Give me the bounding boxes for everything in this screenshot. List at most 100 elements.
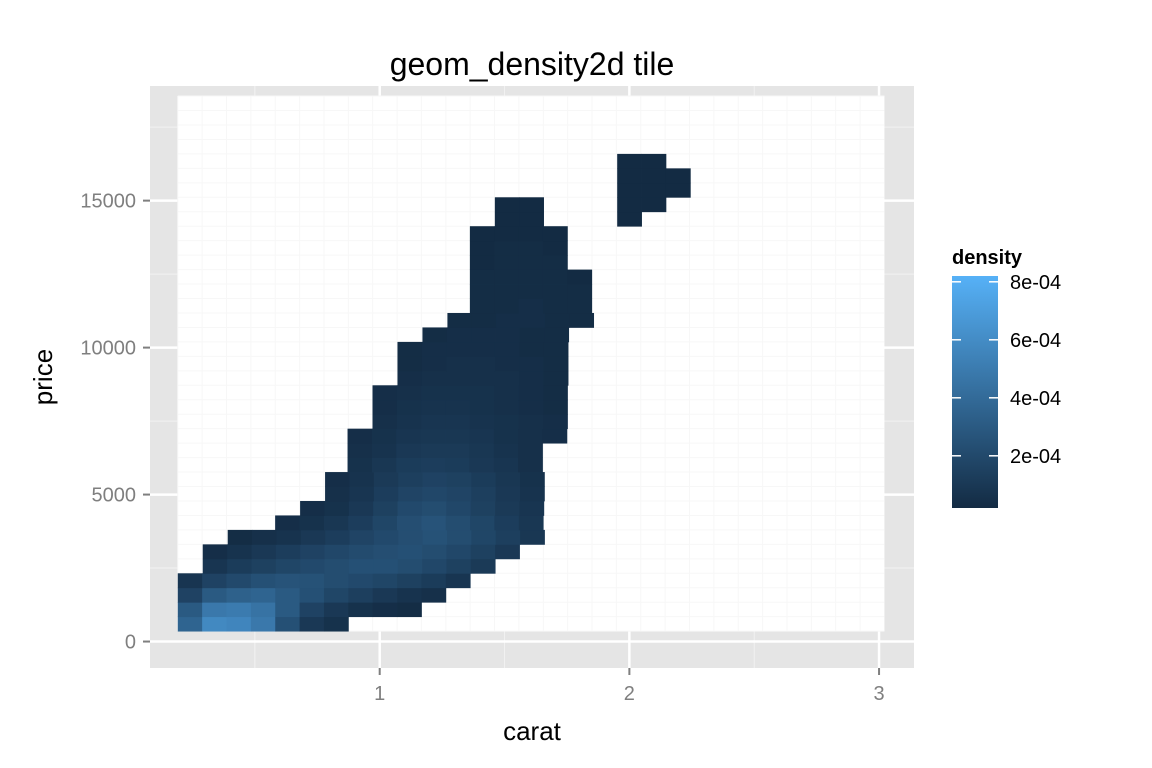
density-tile [421, 515, 447, 531]
density-tile [275, 558, 301, 574]
density-tile [519, 327, 545, 343]
density-tile [518, 428, 543, 444]
density-tile [422, 544, 447, 560]
density-tile [445, 428, 470, 444]
x-axis-title: carat [503, 716, 562, 746]
density-tile [446, 341, 471, 357]
density-tile [323, 515, 349, 531]
density-tile [542, 269, 568, 285]
density-tile [397, 573, 422, 589]
density-tile [493, 443, 519, 458]
density-tile [396, 414, 422, 430]
density-tile [325, 472, 350, 487]
density-tile [518, 298, 544, 314]
density-tile [447, 529, 472, 545]
density-tile [519, 197, 544, 213]
density-tile [520, 529, 545, 545]
density-tile [396, 399, 422, 415]
density-tile [250, 602, 276, 618]
density-tile [520, 312, 546, 328]
density-tile [471, 529, 497, 545]
density-tile [567, 298, 593, 314]
density-tile [202, 602, 227, 618]
density-tile [372, 385, 398, 401]
density-tile [569, 312, 595, 328]
density-tile [397, 544, 423, 560]
density-tile [469, 385, 495, 401]
density-tile [519, 370, 545, 386]
density-tile [325, 486, 350, 502]
density-tile [421, 414, 447, 430]
density-tile [471, 486, 497, 502]
density-tile [617, 197, 642, 213]
density-tile [422, 486, 448, 502]
density-tile [471, 472, 497, 487]
density-tile [421, 573, 447, 589]
density-tile [445, 443, 470, 458]
density-tile [373, 472, 399, 487]
density-tile [641, 182, 667, 198]
density-tile [250, 587, 276, 603]
density-tile [542, 255, 568, 270]
density-tile [275, 573, 301, 589]
density-tile [542, 428, 568, 444]
y-tick-label: 10000 [80, 338, 136, 360]
density-tile [470, 558, 496, 574]
density-tile [300, 544, 325, 560]
density-tile [348, 515, 374, 531]
density-tile [422, 529, 448, 545]
density-tile [398, 529, 424, 545]
density-tile [422, 558, 447, 574]
density-tile [349, 486, 375, 502]
density-tile [347, 443, 373, 458]
density-tile [325, 529, 350, 545]
density-tile [373, 529, 399, 545]
legend-tick-label: 8e-04 [1010, 272, 1061, 294]
density-tile [372, 602, 398, 618]
density-tile [275, 544, 301, 560]
density-tile [470, 370, 496, 386]
density-tile [542, 226, 568, 242]
density-tile [372, 515, 398, 531]
density-tile [323, 616, 349, 632]
density-tile [323, 573, 349, 589]
density-tile [544, 312, 570, 328]
density-tile [445, 515, 471, 531]
density-tile [202, 544, 228, 560]
density-tile [373, 544, 399, 560]
density-tile [177, 616, 203, 632]
density-tile [446, 472, 472, 487]
density-tile [494, 341, 520, 357]
legend-ticks: 2e-04 4e-04 6e-04 8e-04 [952, 272, 1061, 468]
density-tile [226, 573, 252, 589]
density-tile [518, 515, 544, 531]
density-tiles [177, 153, 691, 632]
legend-tick-label: 2e-04 [1010, 446, 1061, 468]
y-tick-label: 15000 [80, 191, 136, 213]
density-tile [518, 284, 544, 299]
density-tile [177, 573, 203, 589]
density-tile [202, 558, 228, 574]
density-tile [567, 269, 593, 285]
density-tile [469, 457, 495, 473]
legend-title: density [952, 247, 1023, 269]
density-tile [299, 616, 325, 632]
density-tile [496, 312, 521, 328]
density-tile [493, 428, 519, 444]
density-tile [447, 312, 473, 328]
density-tile [300, 500, 325, 516]
density-tile [445, 457, 470, 473]
legend-tick-label: 6e-04 [1010, 330, 1061, 352]
density-tile [446, 327, 472, 343]
density-tile [495, 500, 520, 516]
y-axis-title: price [28, 349, 58, 405]
density-tile [250, 573, 276, 589]
density-tile [300, 529, 326, 545]
density-tile [617, 182, 642, 198]
density-tile [227, 544, 252, 560]
x-tick-label: 3 [873, 683, 884, 705]
density-tile [420, 457, 446, 473]
density-tile [494, 399, 520, 415]
density-tile [543, 341, 569, 357]
density-tile [299, 587, 325, 603]
